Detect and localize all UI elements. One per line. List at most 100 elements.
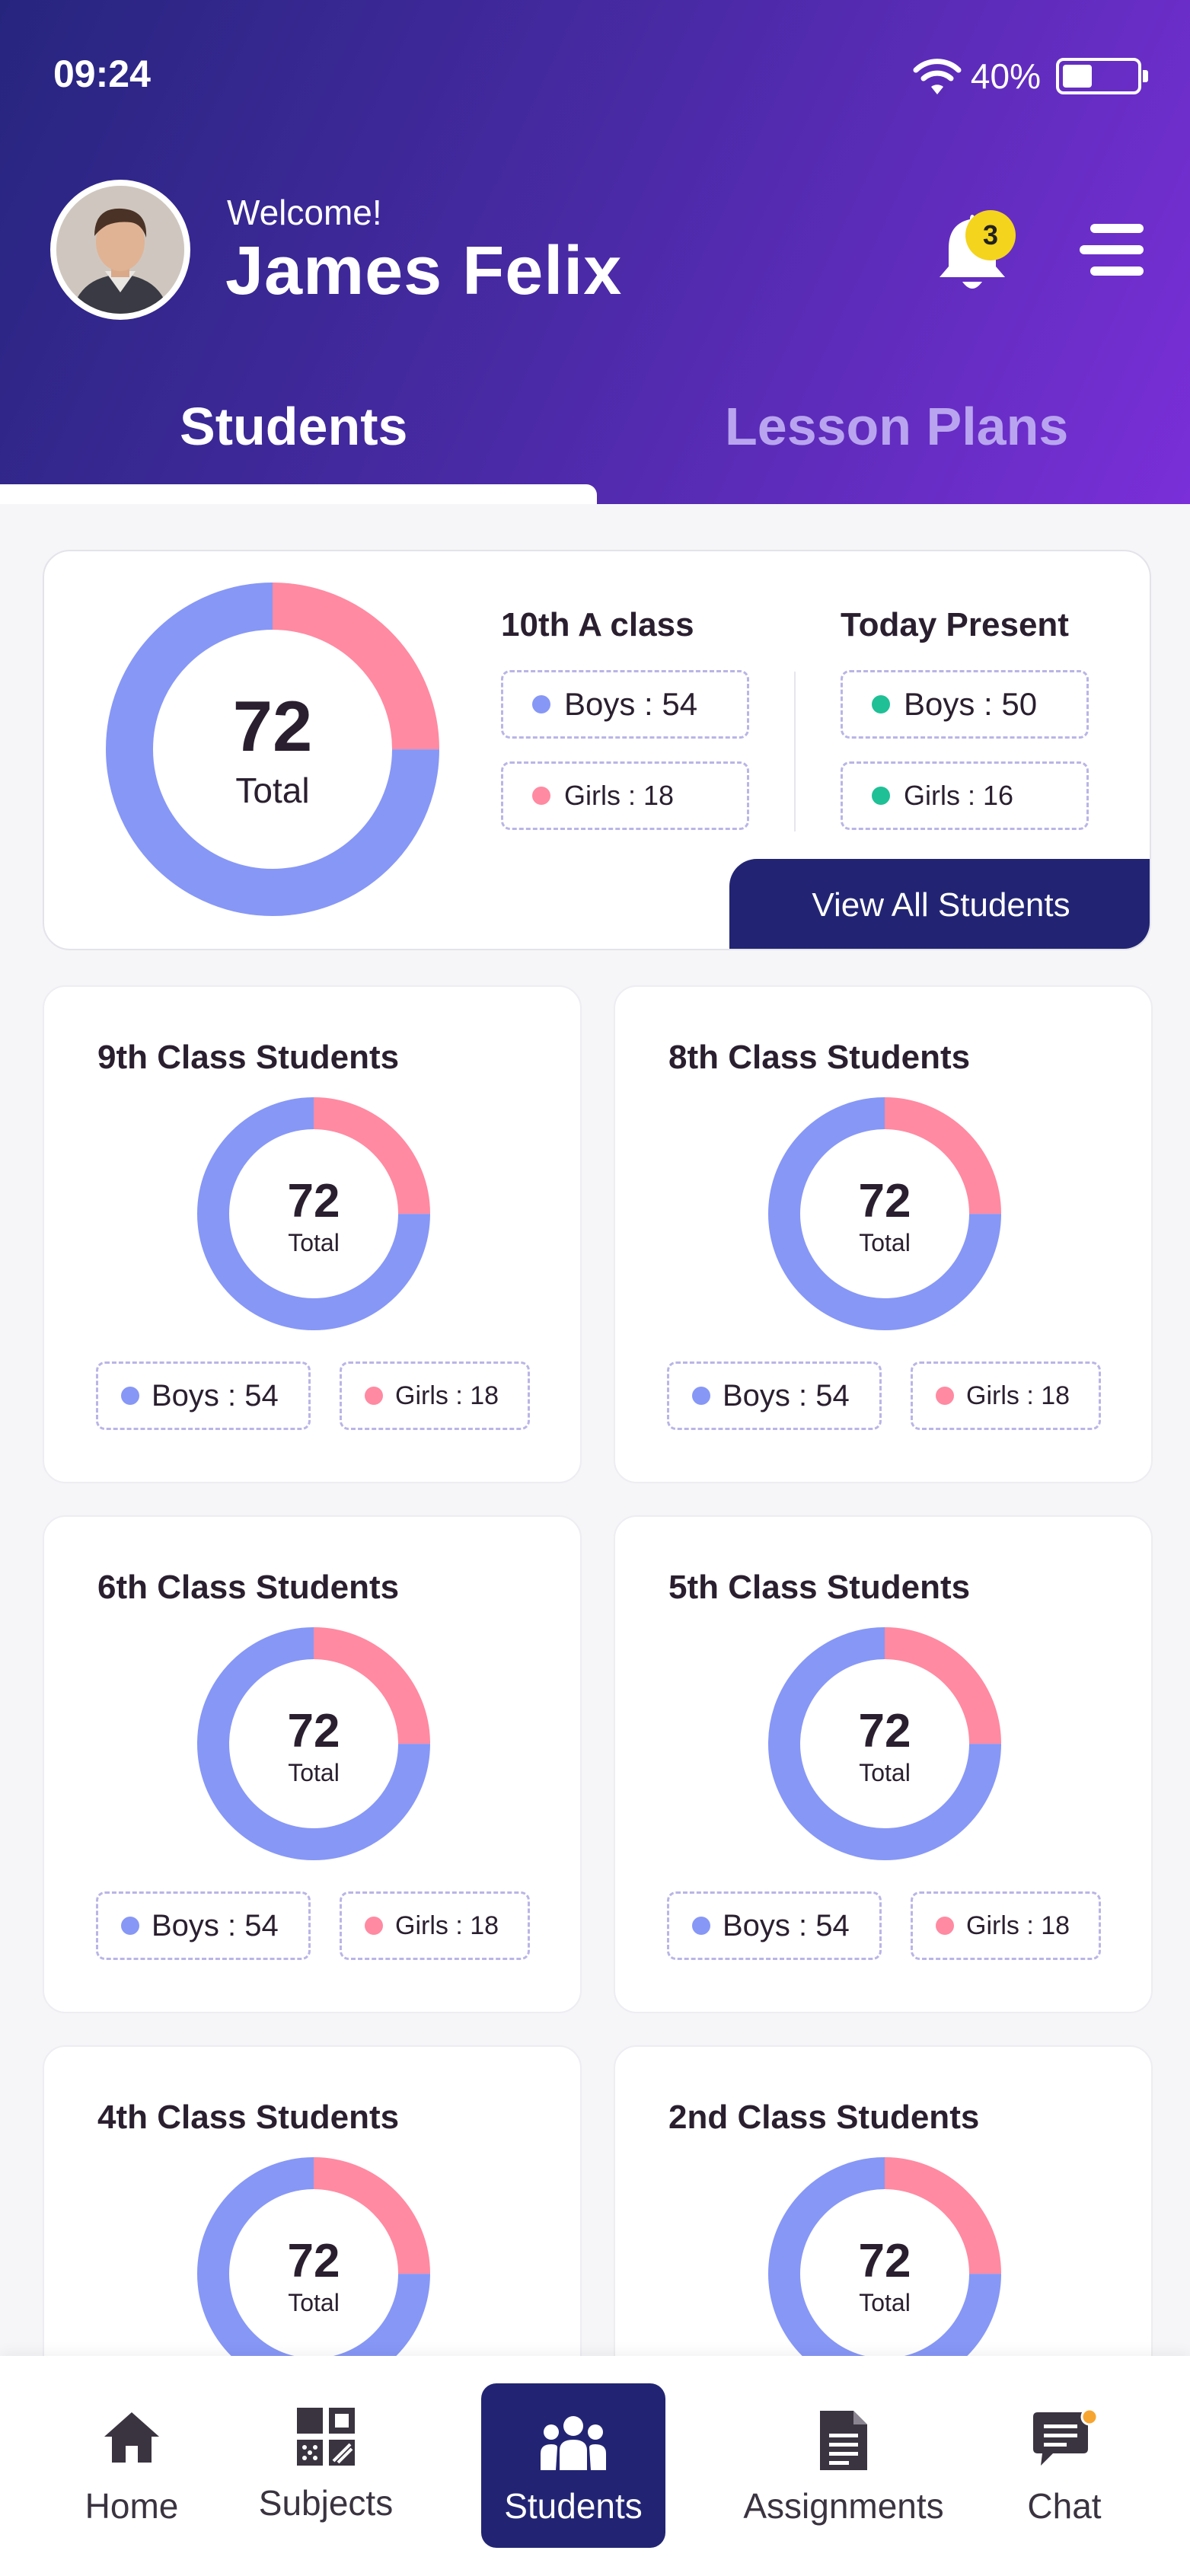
girls-label: Girls : 18 (966, 1910, 1070, 1940)
donut-total-label: Total (859, 2289, 911, 2316)
wifi-icon (913, 59, 962, 94)
donut-total-label: Total (288, 1229, 340, 1256)
class-card-title: 6th Class Students (97, 1569, 400, 1606)
home-icon (104, 2412, 159, 2463)
class-girls-label: Girls : 18 (564, 780, 675, 811)
summary-donut-chart: 72 Total (106, 583, 439, 916)
boys-label: Boys : 54 (152, 1378, 279, 1412)
nav-students[interactable]: Students (481, 2383, 665, 2548)
boys-chip: Boys : 54 (667, 1891, 882, 1960)
present-dot (872, 787, 890, 805)
class-card-title: 9th Class Students (97, 1039, 400, 1076)
donut-total-value: 72 (288, 1705, 340, 1757)
donut-total-label: Total (288, 1759, 340, 1786)
welcome-text: Welcome! (227, 193, 382, 232)
class-card[interactable]: 8th Class Students 72 Total Boys : 54 Gi… (614, 985, 1153, 1483)
class-card[interactable]: 6th Class Students 72 Total Boys : 54 Gi… (43, 1515, 582, 2013)
present-boys-chip: Boys : 50 (841, 670, 1089, 739)
nav-students-label: Students (504, 2486, 643, 2526)
donut-segment-boys (197, 1097, 430, 1330)
donut-total-value: 72 (859, 1705, 911, 1757)
status-time: 09:24 (53, 53, 151, 95)
boys-label: Boys : 54 (723, 1908, 850, 1942)
girls-dot (365, 1387, 383, 1405)
tab-lesson-plans[interactable]: Lesson Plans (725, 397, 1069, 456)
boys-label: Boys : 54 (723, 1378, 850, 1412)
donut-total-label: Total (235, 771, 309, 810)
present-girls-chip: Girls : 16 (841, 761, 1089, 830)
class-donut-chart: 72 Total (768, 1627, 1001, 1860)
subjects-grid-icon (297, 2408, 355, 2466)
donut-total-value: 72 (233, 686, 313, 766)
nav-chat[interactable]: Chat (1003, 2356, 1125, 2576)
donut-total-label: Total (288, 2289, 340, 2316)
class-boys-label: Boys : 54 (564, 686, 698, 722)
donut-total-value: 72 (288, 2235, 340, 2287)
nav-home[interactable]: Home (67, 2356, 196, 2576)
boys-chip: Boys : 54 (96, 1891, 311, 1960)
tab-students[interactable]: Students (180, 397, 408, 456)
chat-icon (1033, 2409, 1099, 2466)
donut-segment-boys (106, 583, 439, 916)
boys-dot (692, 1387, 710, 1405)
girls-dot (936, 1387, 954, 1405)
present-boys-label: Boys : 50 (904, 686, 1038, 722)
bottom-navigation: Home Subjects Students (0, 2356, 1190, 2576)
status-indicators: 40% (913, 53, 1148, 99)
girls-label: Girls : 18 (395, 1381, 499, 1410)
nav-assignments[interactable]: Assignments (729, 2356, 958, 2576)
class-card-title: 8th Class Students (668, 1039, 971, 1076)
boys-chip: Boys : 54 (96, 1361, 311, 1430)
active-tab-indicator (0, 484, 597, 504)
boys-dot (692, 1917, 710, 1935)
avatar[interactable] (50, 180, 190, 320)
nav-chat-label: Chat (1027, 2486, 1102, 2526)
girls-dot (936, 1917, 954, 1935)
donut-total-value: 72 (859, 1175, 911, 1227)
class-donut-chart: 72 Total (197, 1097, 430, 1330)
girls-chip: Girls : 18 (340, 1361, 530, 1430)
class-boys-chip: Boys : 54 (501, 670, 749, 739)
boys-dot (121, 1917, 139, 1935)
boys-chip: Boys : 54 (667, 1361, 882, 1430)
app-header: 09:24 40% Welcome! James Felix 3 St (0, 0, 1190, 504)
summary-divider (794, 672, 796, 832)
class-donut-chart: 72 Total (768, 1097, 1001, 1330)
present-girls-label: Girls : 16 (904, 780, 1014, 811)
nav-home-label: Home (85, 2486, 179, 2526)
donut-segment-boys (768, 1097, 1001, 1330)
class-heading: 10th A class (501, 606, 694, 643)
nav-subjects[interactable]: Subjects (250, 2356, 402, 2576)
nav-assignments-label: Assignments (743, 2486, 944, 2526)
class-card[interactable]: 9th Class Students 72 Total Boys : 54 Gi… (43, 985, 582, 1483)
class-card[interactable]: 5th Class Students 72 Total Boys : 54 Gi… (614, 1515, 1153, 2013)
view-all-students-button[interactable]: View All Students (729, 859, 1150, 949)
girls-chip: Girls : 18 (340, 1891, 530, 1960)
battery-fill (1063, 65, 1092, 88)
notification-badge: 3 (965, 210, 1016, 260)
donut-total-value: 72 (288, 1175, 340, 1227)
class-card-title: 5th Class Students (668, 1569, 971, 1606)
class-donut-chart: 72 Total (197, 1627, 430, 1860)
battery-icon (1056, 58, 1148, 94)
students-group-icon (541, 2416, 606, 2470)
chat-unread-dot (1080, 2409, 1099, 2426)
battery-percent: 40% (970, 56, 1041, 96)
donut-segment-boys (197, 1627, 430, 1860)
class-card-title: 4th Class Students (97, 2099, 400, 2136)
boys-dot (532, 695, 550, 713)
hamburger-menu-icon[interactable] (1080, 219, 1144, 280)
girls-dot (365, 1917, 383, 1935)
girls-dot (532, 787, 550, 805)
summary-card: 72 Total 10th A class Boys : 54 Girls : … (43, 550, 1151, 950)
user-name: James Felix (225, 233, 623, 309)
nav-subjects-label: Subjects (258, 2483, 394, 2523)
boys-dot (121, 1387, 139, 1405)
donut-segment-boys (768, 1627, 1001, 1860)
girls-label: Girls : 18 (966, 1381, 1070, 1410)
present-heading: Today Present (841, 606, 1069, 643)
class-girls-chip: Girls : 18 (501, 761, 749, 830)
class-card-title: 2nd Class Students (668, 2099, 980, 2136)
boys-label: Boys : 54 (152, 1908, 279, 1942)
donut-total-label: Total (859, 1229, 911, 1256)
